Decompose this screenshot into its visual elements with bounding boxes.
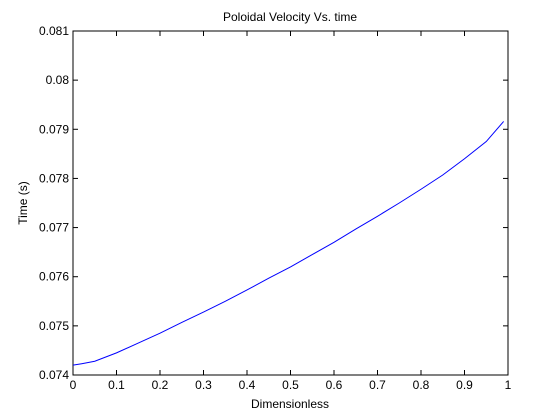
plot-area bbox=[72, 30, 509, 376]
axis-ticks: 0 0.1 0.2 0.3 0.4 0.5 0.6 0.7 0.8 0.9 1 0.074 0.075 0… bbox=[39, 24, 512, 392]
x-tick-label: 0.8 bbox=[413, 378, 430, 392]
y-tick-label: 0.08 bbox=[46, 73, 70, 87]
chart-title: Poloidal Velocity Vs. time bbox=[223, 10, 357, 24]
x-tick-label: 0.3 bbox=[195, 378, 212, 392]
x-tick-label: 0.9 bbox=[456, 378, 473, 392]
x-tick-label: 0.1 bbox=[108, 378, 125, 392]
x-tick-label: 0.7 bbox=[369, 378, 386, 392]
series-layer bbox=[72, 121, 505, 366]
x-tick-label: 0.5 bbox=[282, 378, 299, 392]
series-line bbox=[72, 121, 505, 366]
y-tick-label: 0.076 bbox=[39, 270, 69, 284]
x-tick-label: 1 bbox=[505, 378, 512, 392]
x-axis-label: Dimensionless bbox=[251, 397, 329, 411]
y-tick-label: 0.074 bbox=[39, 368, 69, 382]
x-tick-label: 0 bbox=[70, 378, 77, 392]
y-tick-label: 0.081 bbox=[39, 24, 69, 38]
y-axis-label: Time (s) bbox=[16, 181, 30, 225]
x-tick-label: 0.4 bbox=[239, 378, 256, 392]
y-tick-label: 0.078 bbox=[39, 171, 69, 185]
y-tick-label: 0.077 bbox=[39, 221, 69, 235]
y-tick-label: 0.079 bbox=[39, 122, 69, 136]
x-tick-label: 0.6 bbox=[326, 378, 343, 392]
y-tick-label: 0.075 bbox=[39, 319, 69, 333]
x-tick-label: 0.2 bbox=[152, 378, 169, 392]
